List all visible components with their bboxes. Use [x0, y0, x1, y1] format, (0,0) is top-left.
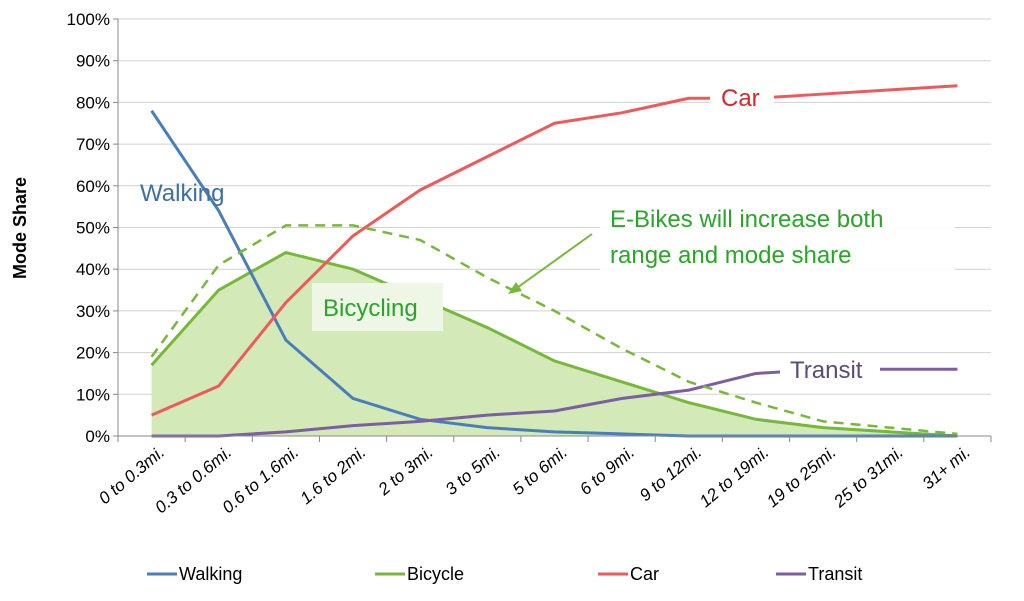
x-tick-label: 31+ mi. — [919, 443, 974, 494]
y-tick-label: 70% — [76, 135, 110, 154]
bicycling-annotation: Bicycling — [323, 295, 418, 322]
y-tick-label: 0% — [85, 427, 110, 446]
y-tick-label: 30% — [76, 302, 110, 321]
car-annotation-bg — [710, 84, 774, 110]
transit-annotation: Transit — [790, 357, 863, 384]
ebike-arrow — [513, 233, 593, 291]
x-tick-label: 1.6 to 2mi. — [297, 443, 370, 509]
x-tick-label: 12 to 19mi. — [696, 443, 773, 512]
ebike-arrowhead — [508, 282, 522, 294]
legend: Walking Bicycle Car Transit — [147, 564, 862, 584]
x-tick-label: 9 to 12mi. — [636, 443, 705, 506]
bicycle-line — [150, 251, 958, 438]
y-tick-label: 60% — [76, 177, 110, 196]
x-tick-label: 25 to 31mi. — [829, 443, 906, 512]
ebike-projected-line — [150, 224, 958, 436]
ebike-annotation-line1: E-Bikes will increase both — [610, 206, 883, 233]
y-tick-label: 100% — [67, 10, 110, 29]
x-tick-label: 2 to 3mi. — [374, 443, 437, 500]
y-tick-label: 90% — [76, 52, 110, 71]
car-line — [150, 84, 958, 417]
legend-label-transit: Transit — [808, 564, 862, 584]
y-axis-ticks: 0% 10% 20% 30% 40% 50% 60% 70% 80% 90% 100% — [67, 10, 118, 446]
bicycling-annotation-bg — [312, 283, 443, 331]
x-tick-label: 5 to 6mi. — [509, 443, 571, 499]
y-axis-label: Mode Share — [10, 177, 30, 279]
x-tick-label: 3 to 5mi. — [442, 443, 504, 499]
y-tick-label: 40% — [76, 260, 110, 279]
legend-label-bicycle: Bicycle — [407, 564, 464, 584]
x-tick-label: 6 to 9mi. — [576, 443, 638, 499]
ebike-annotation-line2: range and mode share — [610, 242, 852, 269]
car-annotation: Car — [721, 85, 760, 112]
transit-annotation-bg — [780, 356, 880, 382]
y-tick-label: 80% — [76, 93, 110, 112]
x-tick-label: 19 to 25mi. — [763, 443, 840, 512]
walking-annotation: Walking — [140, 180, 224, 207]
ebike-annotation-bg — [600, 200, 955, 270]
bicycle-area — [151, 252, 958, 436]
y-tick-label: 20% — [76, 344, 110, 363]
legend-label-walking: Walking — [179, 564, 242, 584]
legend-label-car: Car — [630, 564, 659, 584]
y-tick-label: 10% — [76, 385, 110, 404]
y-tick-label: 50% — [76, 219, 110, 238]
